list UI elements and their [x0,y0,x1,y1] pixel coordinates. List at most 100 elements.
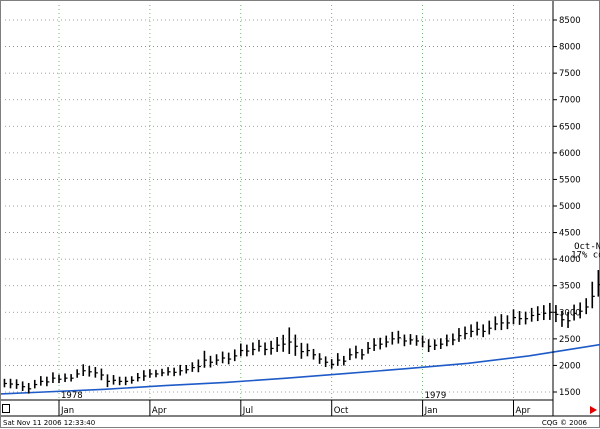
price-bar [276,337,280,352]
price-bar [397,330,401,344]
year-label: 1979 [425,391,447,401]
price-bar [506,315,510,330]
y-tick-label: 6000 [559,149,581,159]
price-bar [300,342,304,359]
status-brand: CQG © 2006 [541,419,587,427]
y-tick-label: 8000 [559,43,581,53]
price-bar [409,334,413,345]
price-bar [458,328,462,342]
x-tick-label: Jan [60,406,74,416]
y-tick-label: 3000 [559,308,581,318]
price-bar [124,376,129,386]
price-bar [330,359,335,369]
x-tick-label: Apr [152,406,167,416]
price-bar [40,376,44,386]
y-tick-label: 7500 [559,69,581,79]
price-bar [379,337,383,350]
price-bar [585,298,589,315]
price-bar [536,306,541,322]
price-bar [512,309,516,325]
price-bar [324,356,329,368]
y-tick-label: 3500 [559,282,581,292]
price-bar [15,379,20,389]
price-bar [21,381,26,391]
price-bar [227,352,232,365]
price-bar [143,370,147,381]
price-bars-layer [3,270,600,394]
price-bar [215,354,220,365]
price-bar [530,307,535,322]
x-tick-label: Jul [242,406,253,416]
price-bar [197,359,201,373]
price-bar [488,320,492,335]
price-bar [52,372,56,383]
price-bar [3,378,7,388]
price-bar [246,344,250,357]
y-tick-label: 6500 [559,122,581,132]
price-bar [349,348,353,361]
moving-average-line [1,343,600,395]
price-bar [294,334,298,356]
price-bar [403,334,407,347]
price-bar [306,343,310,357]
price-bar [427,339,432,353]
price-bar [149,369,153,378]
y-tick-label: 1500 [559,388,581,398]
price-bar [464,326,468,340]
price-bar [567,312,571,328]
price-bar [482,324,486,338]
price-bar [288,327,292,355]
status-timestamp: Sat Nov 11 2006 12:33:40 [3,419,96,427]
price-bar [579,302,583,319]
price-bar [203,350,207,368]
price-bar [76,369,80,378]
status-bar: Sat Nov 11 2006 12:33:40 CQG © 2006 [1,417,600,429]
price-bar [549,302,553,320]
price-bar [240,343,244,357]
price-bar [312,348,317,360]
price-bar [318,353,323,364]
price-bar [343,355,347,366]
y-tick-label: 8500 [559,16,581,26]
price-bar [355,345,359,359]
price-bar [46,376,50,387]
price-bar [106,374,110,388]
price-bar [136,372,141,382]
price-bar [27,382,32,394]
price-bar [209,355,213,368]
price-bar [591,281,595,309]
price-bar [573,304,577,321]
y-tick-label: 5500 [559,175,581,185]
y-tick-label: 5000 [559,202,581,212]
price-bar [161,368,165,377]
scroll-left-box[interactable] [2,404,10,413]
price-bar [433,339,438,351]
price-bar [258,339,262,352]
price-bar [33,379,38,389]
price-bar [167,367,171,376]
price-bar [179,364,183,376]
price-bar [385,335,389,348]
price-bar [421,335,426,348]
year-label: 1978 [61,391,83,401]
price-bar [439,338,444,349]
price-bar [94,367,98,378]
moving-average-layer [1,343,600,395]
scroll-right-arrow-icon[interactable] [590,406,597,414]
price-bar [264,342,268,356]
x-tick-label: Apr [516,406,531,416]
price-bar [373,338,377,351]
price-bar [470,324,474,338]
y-tick-label: 4000 [559,255,581,265]
price-bar [185,365,189,374]
price-bar [100,368,104,381]
annotation-text: 17% correction [571,251,600,261]
y-tick-label: 2500 [559,335,581,345]
price-bar [367,341,371,354]
axes: 1500 2000 2500 3000 3500 4000 4500 5000 5500 6000… [1,1,600,417]
y-tick-label: 7000 [559,96,581,106]
grid-lines [5,5,553,400]
price-bar [64,373,68,383]
price-bar [155,369,159,378]
